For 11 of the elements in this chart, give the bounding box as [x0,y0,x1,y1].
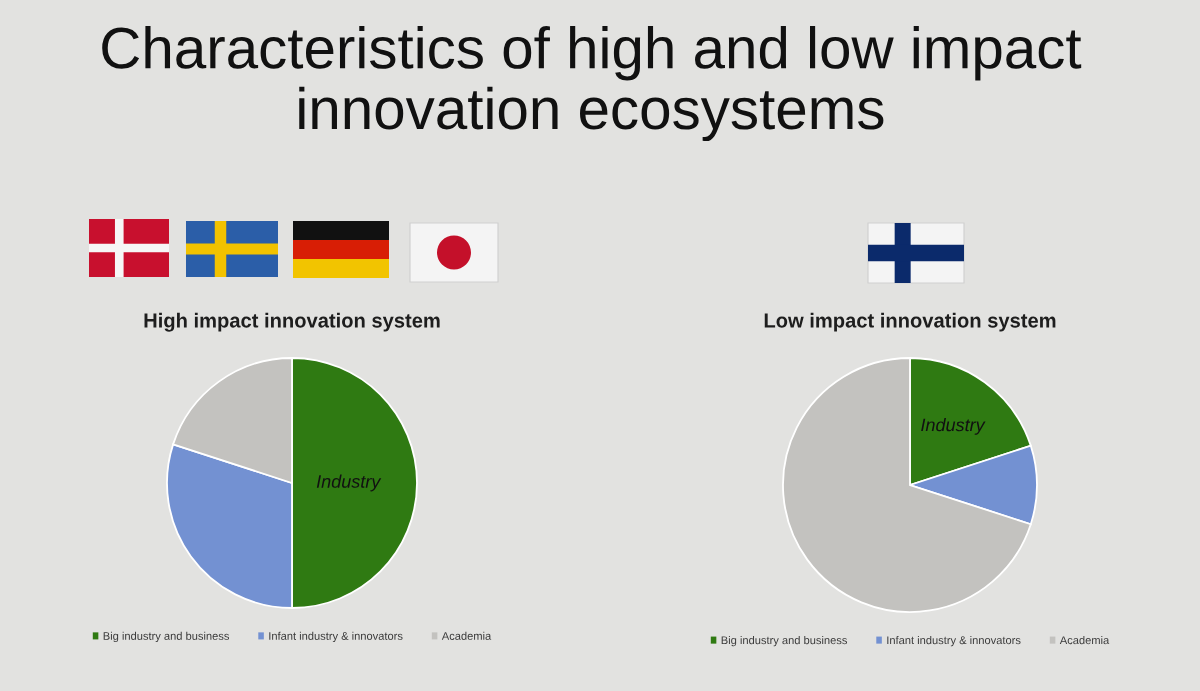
legend-label: Academia [1059,635,1110,645]
legend-label: Infant industry & innovators [887,635,1021,647]
legend-label: Big industry and business [721,635,847,647]
text: Industry [316,474,382,492]
legend-label: Big industry and business [103,631,229,643]
text: Industry [921,418,986,435]
legend-label: Academia [441,631,492,640]
chart-title: Characteristics of high and low impact innovation ecosystems [102,26,1082,142]
chart-subtitle: Low impact innovation system [764,312,1056,332]
legend-label: Infant industry & innovators [269,631,403,643]
chart-subtitle: High impact innovation system [144,312,440,332]
